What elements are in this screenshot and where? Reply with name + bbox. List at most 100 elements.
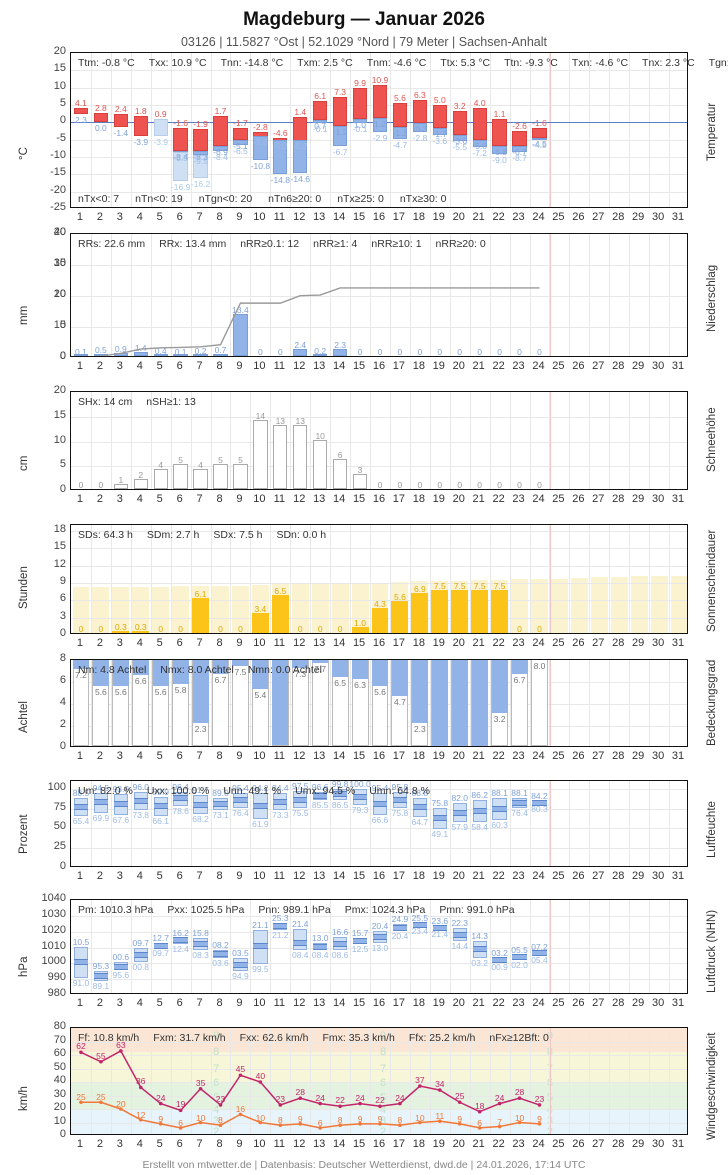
cloud-value-label: 4.7: [394, 697, 406, 708]
horizontal-gridline: [71, 788, 687, 790]
y-axis-unit-temperature: °C: [18, 147, 30, 160]
sunshine-possible-bar: [92, 586, 110, 633]
wind-gust-label: 22: [375, 1095, 385, 1106]
temp-value-label: -8.4: [173, 152, 188, 163]
vertical-gridline: [130, 525, 132, 633]
x-axis-day-label: 16: [372, 1138, 386, 1150]
vertical-gridline: [250, 234, 252, 356]
x-axis-day-label: 20: [452, 211, 465, 223]
stat-item: nTx≥25: 0: [337, 193, 384, 205]
vertical-gridline: [449, 53, 451, 207]
vertical-gridline: [649, 1028, 651, 1134]
x-axis-day-label: 3: [116, 493, 123, 505]
x-axis-day-label: 21: [472, 360, 485, 372]
x-axis-day-label: 1: [76, 637, 84, 649]
cloud-value-label: 6.5: [334, 677, 347, 688]
vertical-gridline: [509, 660, 511, 746]
temp-max-box: [133, 116, 148, 136]
snow-bar: [253, 419, 268, 489]
vertical-gridline: [629, 525, 631, 633]
vertical-gridline: [429, 234, 431, 356]
x-axis-day-label: 1: [76, 1138, 84, 1150]
vertical-gridline: [569, 53, 571, 207]
x-axis-day-label: 6: [176, 997, 183, 1009]
x-axis-day-label: 28: [612, 997, 625, 1009]
cloud-column-frame: [212, 660, 229, 746]
stat-item: Nm: 4.8 Achtel: [78, 664, 147, 676]
wind-gust-label: 34: [435, 1079, 445, 1090]
wind-mean-line-point: [438, 1119, 442, 1123]
wind-mean-line-point: [497, 1124, 502, 1129]
pressure-min-label: 03.6: [212, 957, 229, 968]
x-axis-day-label: 10: [253, 211, 266, 223]
x-axis-day-label: 3: [116, 750, 123, 762]
vertical-gridline: [429, 660, 431, 746]
vertical-gridline: [290, 53, 292, 207]
y-axis-tick-wind: 50: [53, 1060, 66, 1073]
cloud-cover-fill: [132, 660, 149, 676]
pressure-mean-band: [372, 934, 388, 941]
vertical-gridline: [529, 660, 531, 746]
wind-mean-label: 9: [297, 1113, 303, 1124]
cloud-value-label: 5.6: [94, 687, 107, 698]
x-axis-day-label: 2: [96, 1138, 103, 1150]
temp-mid-box: [452, 134, 467, 142]
pressure-mean-band: [133, 952, 148, 959]
temp-mid-box: [293, 140, 308, 173]
wind-gust-label: 45: [235, 1064, 246, 1075]
sunshine-possible-bar: [351, 582, 369, 633]
x-axis-day-label: 20: [452, 997, 465, 1009]
cloud-cover-fill: [431, 660, 448, 746]
vertical-gridline: [110, 660, 112, 746]
x-axis-day-label: 23: [512, 360, 525, 372]
x-axis-day-label: 18: [412, 750, 425, 762]
x-axis-day-label: 16: [372, 360, 386, 372]
vertical-gridline: [569, 660, 571, 746]
x-axis-day-label: 21: [472, 997, 485, 1009]
sunshine-value-label: 6.9: [413, 584, 426, 595]
x-axis-day-label: 17: [392, 637, 406, 649]
today-marker-line: [549, 392, 551, 489]
x-axis-day-label: 22: [492, 360, 505, 372]
vertical-gridline: [230, 53, 232, 207]
horizontal-gridline: [71, 174, 687, 176]
humidity-min-label: 76.4: [511, 807, 528, 818]
wind-gust-line-point: [138, 1085, 143, 1090]
x-axis-day-label: 18: [412, 211, 425, 223]
beaufort-scale-label: 9: [380, 1030, 387, 1043]
vertical-gridline: [230, 392, 232, 489]
pressure-min-label: 99.5: [252, 964, 269, 975]
vertical-gridline: [170, 53, 172, 207]
humidity-min-label: 76.4: [232, 807, 249, 818]
x-axis-day-label: 16: [372, 750, 386, 762]
x-axis-day-label: 6: [176, 870, 183, 882]
plot-area-precipitation: 0.1 0.5 0.9 1.4 0.4 0.1 0.2 0.7 13.4 0 0 2.4 0.2 2.3 0…: [70, 233, 688, 357]
x-axis-day-label: 26: [572, 1138, 585, 1150]
temp-value-label: -8.7: [512, 153, 527, 164]
temp-max-box: [193, 128, 208, 152]
temp-value-label: -1.7: [432, 129, 448, 140]
temp-value-label: -14.6: [290, 173, 310, 184]
sunshine-value-label: 0: [337, 624, 343, 634]
cloud-column-frame: [511, 660, 528, 746]
y-axis-tick-precipitation: 20: [53, 288, 66, 300]
sunshine-possible-bar: [231, 585, 249, 633]
humidity-min-label: 75.8: [391, 808, 409, 819]
humidity-min-label: 86.5: [331, 799, 349, 810]
precip-bar: [293, 348, 308, 356]
y-axis-tick-pressure: 1040: [41, 892, 66, 904]
humidity-mean-band: [472, 808, 487, 815]
temp-value-label: -2.9: [372, 133, 388, 144]
vertical-gridline: [529, 1028, 531, 1134]
sunshine-value-label: 0.3: [114, 622, 127, 633]
vertical-gridline: [290, 781, 292, 866]
vertical-gridline: [409, 392, 411, 489]
temp-mid-box: [372, 118, 388, 133]
temp-value-label: -7.2: [472, 148, 487, 159]
vertical-gridline: [270, 1028, 272, 1134]
x-axis-day-label: 29: [632, 637, 645, 649]
x-axis-day-label: 23: [512, 997, 525, 1009]
temp-value-label: -2.8: [412, 133, 428, 144]
x-axis-day-label: 21: [472, 1138, 485, 1150]
